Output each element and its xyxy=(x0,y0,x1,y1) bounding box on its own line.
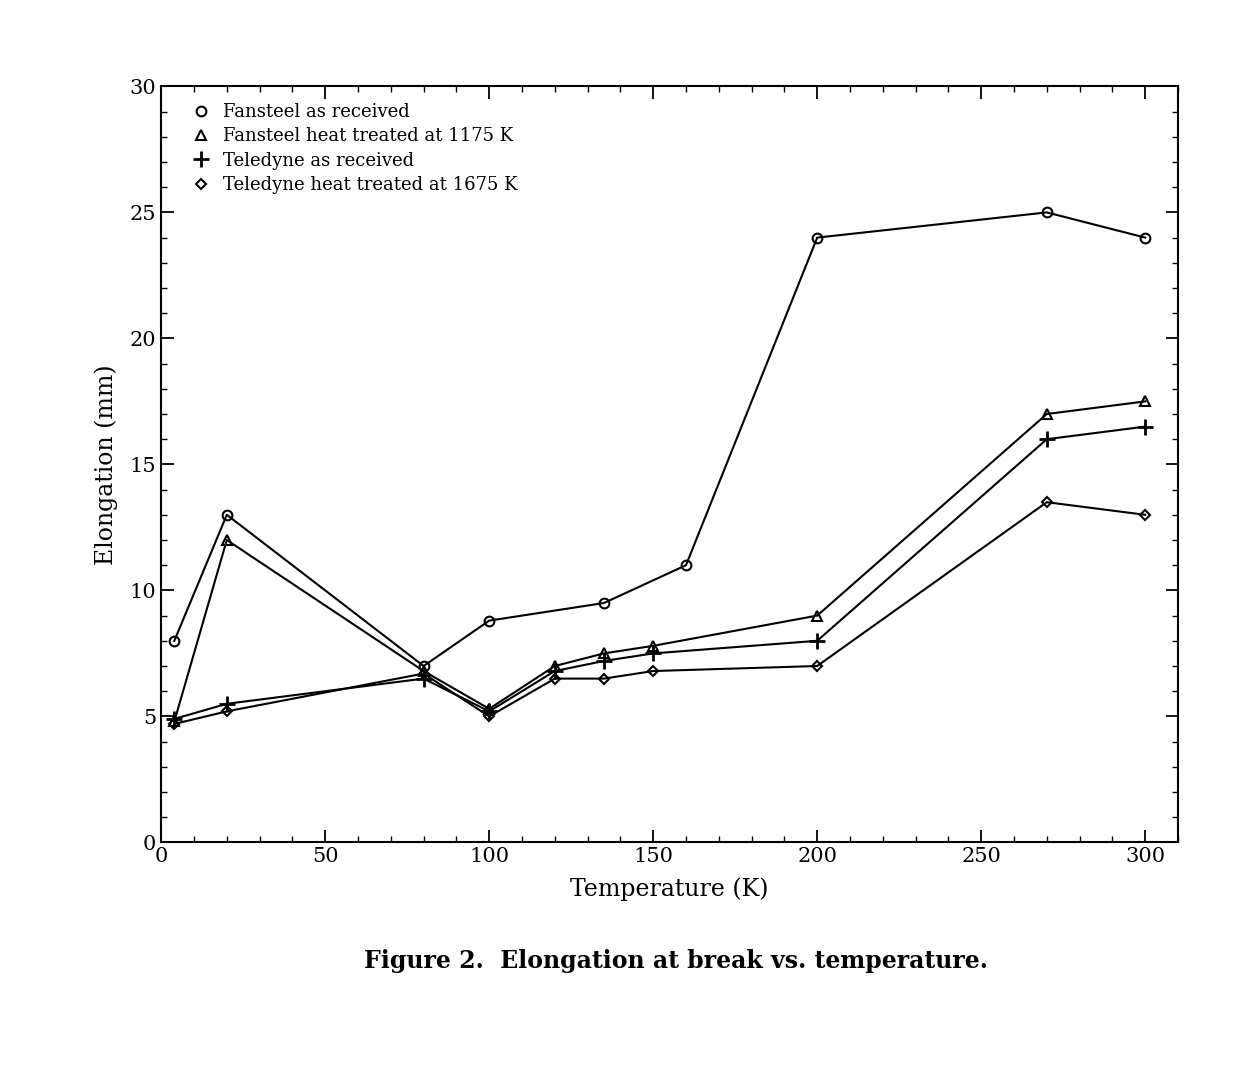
Fansteel heat treated at 1175 K xyxy=(1039,407,1054,420)
Teledyne heat treated at 1675 K xyxy=(1039,496,1054,509)
Line: Teledyne as received: Teledyne as received xyxy=(166,419,1153,727)
Fansteel as received xyxy=(167,634,182,647)
Teledyne as received xyxy=(646,647,661,660)
Fansteel heat treated at 1175 K xyxy=(167,715,182,728)
Fansteel heat treated at 1175 K xyxy=(219,534,234,546)
Teledyne heat treated at 1675 K xyxy=(646,664,661,677)
Text: Figure 2.  Elongation at break vs. temperature.: Figure 2. Elongation at break vs. temper… xyxy=(363,949,988,973)
Teledyne as received xyxy=(482,705,497,718)
Fansteel as received xyxy=(482,615,497,627)
Teledyne heat treated at 1675 K xyxy=(547,672,562,685)
Teledyne as received xyxy=(167,713,182,726)
Line: Fansteel heat treated at 1175 K: Fansteel heat treated at 1175 K xyxy=(170,396,1149,727)
Fansteel heat treated at 1175 K xyxy=(810,609,825,622)
Teledyne as received xyxy=(547,664,562,677)
Fansteel as received xyxy=(810,231,825,244)
Teledyne as received xyxy=(596,654,611,667)
Fansteel heat treated at 1175 K xyxy=(596,647,611,660)
Teledyne as received xyxy=(810,634,825,647)
Y-axis label: Elongation (mm): Elongation (mm) xyxy=(95,364,119,565)
Teledyne heat treated at 1675 K xyxy=(482,710,497,723)
Fansteel as received xyxy=(1138,231,1153,244)
Line: Fansteel as received: Fansteel as received xyxy=(170,207,1149,671)
Teledyne as received xyxy=(1138,420,1153,433)
Teledyne heat treated at 1675 K xyxy=(219,705,234,718)
Teledyne heat treated at 1675 K xyxy=(596,672,611,685)
X-axis label: Temperature (K): Temperature (K) xyxy=(570,877,769,901)
Teledyne heat treated at 1675 K xyxy=(167,717,182,730)
Fansteel heat treated at 1175 K xyxy=(547,660,562,673)
Fansteel heat treated at 1175 K xyxy=(417,664,432,677)
Fansteel heat treated at 1175 K xyxy=(1138,395,1153,408)
Fansteel as received xyxy=(417,660,432,673)
Fansteel heat treated at 1175 K xyxy=(646,639,661,652)
Teledyne as received xyxy=(219,698,234,711)
Teledyne as received xyxy=(417,672,432,685)
Fansteel as received xyxy=(1039,206,1054,219)
Fansteel as received xyxy=(678,558,693,571)
Fansteel as received xyxy=(219,509,234,522)
Teledyne heat treated at 1675 K xyxy=(417,667,432,680)
Line: Teledyne heat treated at 1675 K: Teledyne heat treated at 1675 K xyxy=(171,499,1148,728)
Legend: Fansteel as received, Fansteel heat treated at 1175 K, Teledyne as received, Tel: Fansteel as received, Fansteel heat trea… xyxy=(191,103,517,194)
Fansteel heat treated at 1175 K xyxy=(482,702,497,715)
Teledyne heat treated at 1675 K xyxy=(1138,509,1153,522)
Teledyne as received xyxy=(1039,433,1054,446)
Teledyne heat treated at 1675 K xyxy=(810,660,825,673)
Fansteel as received xyxy=(596,596,611,609)
